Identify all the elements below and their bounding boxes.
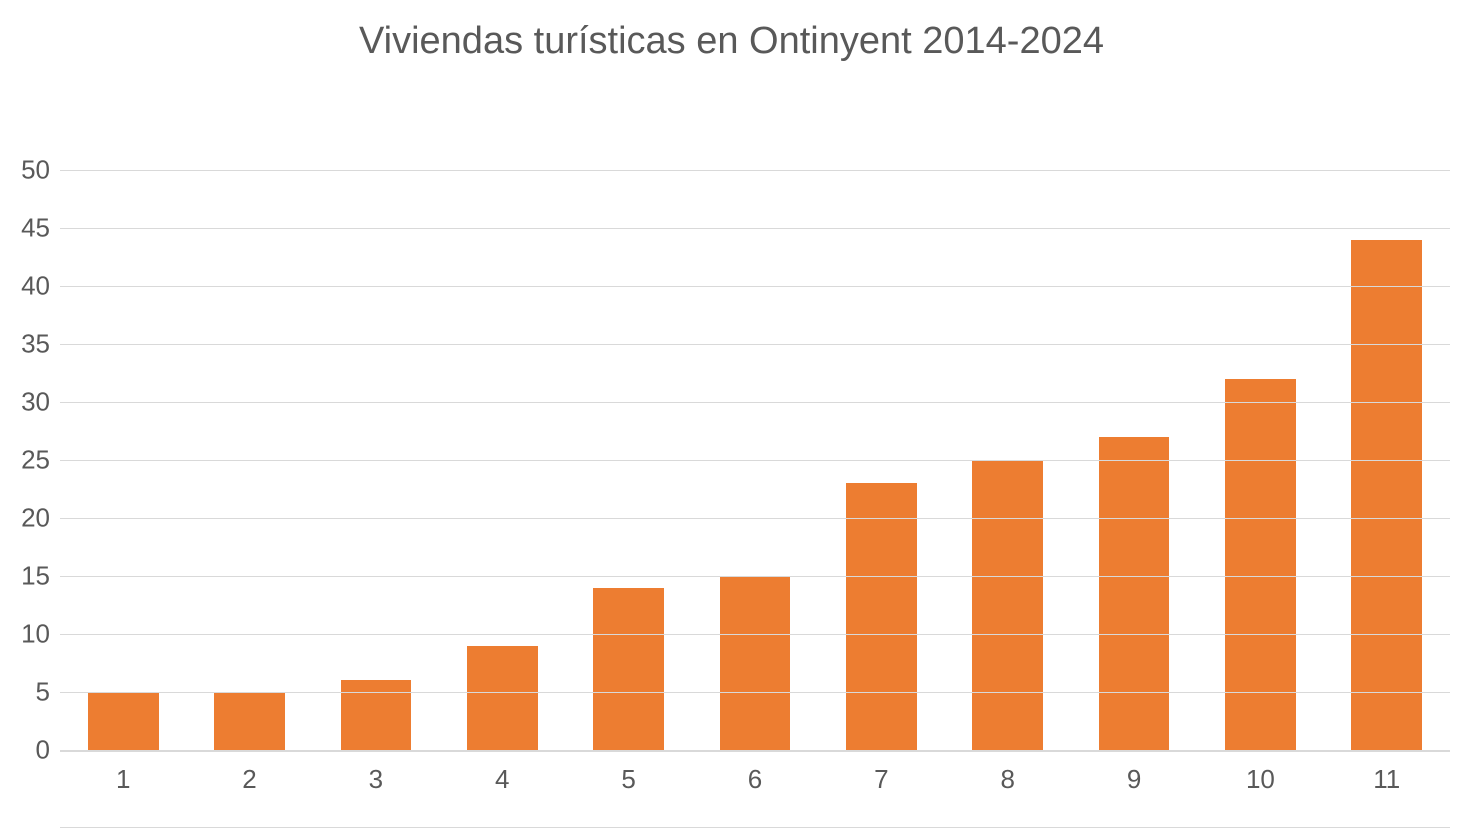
bar <box>88 692 159 750</box>
gridline <box>60 286 1450 287</box>
gridline <box>60 460 1450 461</box>
y-tick-label: 45 <box>0 213 50 244</box>
bar <box>846 483 917 750</box>
bottom-rule <box>60 827 1450 828</box>
x-tick-label: 7 <box>818 764 944 795</box>
gridline <box>60 576 1450 577</box>
x-tick-label: 6 <box>692 764 818 795</box>
bar <box>720 576 791 750</box>
y-tick-label: 20 <box>0 503 50 534</box>
chart-title: Viviendas turísticas en Ontinyent 2014-2… <box>0 20 1463 63</box>
bar-chart: Viviendas turísticas en Ontinyent 2014-2… <box>0 0 1463 840</box>
bar <box>593 588 664 750</box>
gridline <box>60 692 1450 693</box>
y-tick-label: 5 <box>0 677 50 708</box>
bar <box>1099 437 1170 750</box>
y-tick-label: 25 <box>0 445 50 476</box>
bar <box>972 460 1043 750</box>
gridline <box>60 170 1450 171</box>
x-tick-label: 10 <box>1197 764 1323 795</box>
x-tick-label: 5 <box>565 764 691 795</box>
x-tick-label: 11 <box>1324 764 1450 795</box>
bar <box>467 646 538 750</box>
bar <box>214 692 285 750</box>
y-tick-label: 30 <box>0 387 50 418</box>
bar <box>341 680 412 750</box>
x-tick-label: 9 <box>1071 764 1197 795</box>
bar <box>1225 379 1296 750</box>
gridline <box>60 518 1450 519</box>
x-tick-label: 4 <box>439 764 565 795</box>
gridline <box>60 402 1450 403</box>
bar <box>1351 240 1422 750</box>
x-tick-label: 3 <box>313 764 439 795</box>
gridline <box>60 228 1450 229</box>
y-tick-label: 10 <box>0 619 50 650</box>
x-tick-label: 2 <box>186 764 312 795</box>
plot-area: 1234567891011 05101520253035404550 <box>60 170 1450 750</box>
y-tick-label: 40 <box>0 271 50 302</box>
y-tick-label: 50 <box>0 155 50 186</box>
y-tick-label: 35 <box>0 329 50 360</box>
gridline <box>60 634 1450 635</box>
x-tick-label: 1 <box>60 764 186 795</box>
x-tick-label: 8 <box>945 764 1071 795</box>
gridline <box>60 344 1450 345</box>
gridline <box>60 750 1450 752</box>
y-tick-label: 0 <box>0 735 50 766</box>
y-tick-label: 15 <box>0 561 50 592</box>
